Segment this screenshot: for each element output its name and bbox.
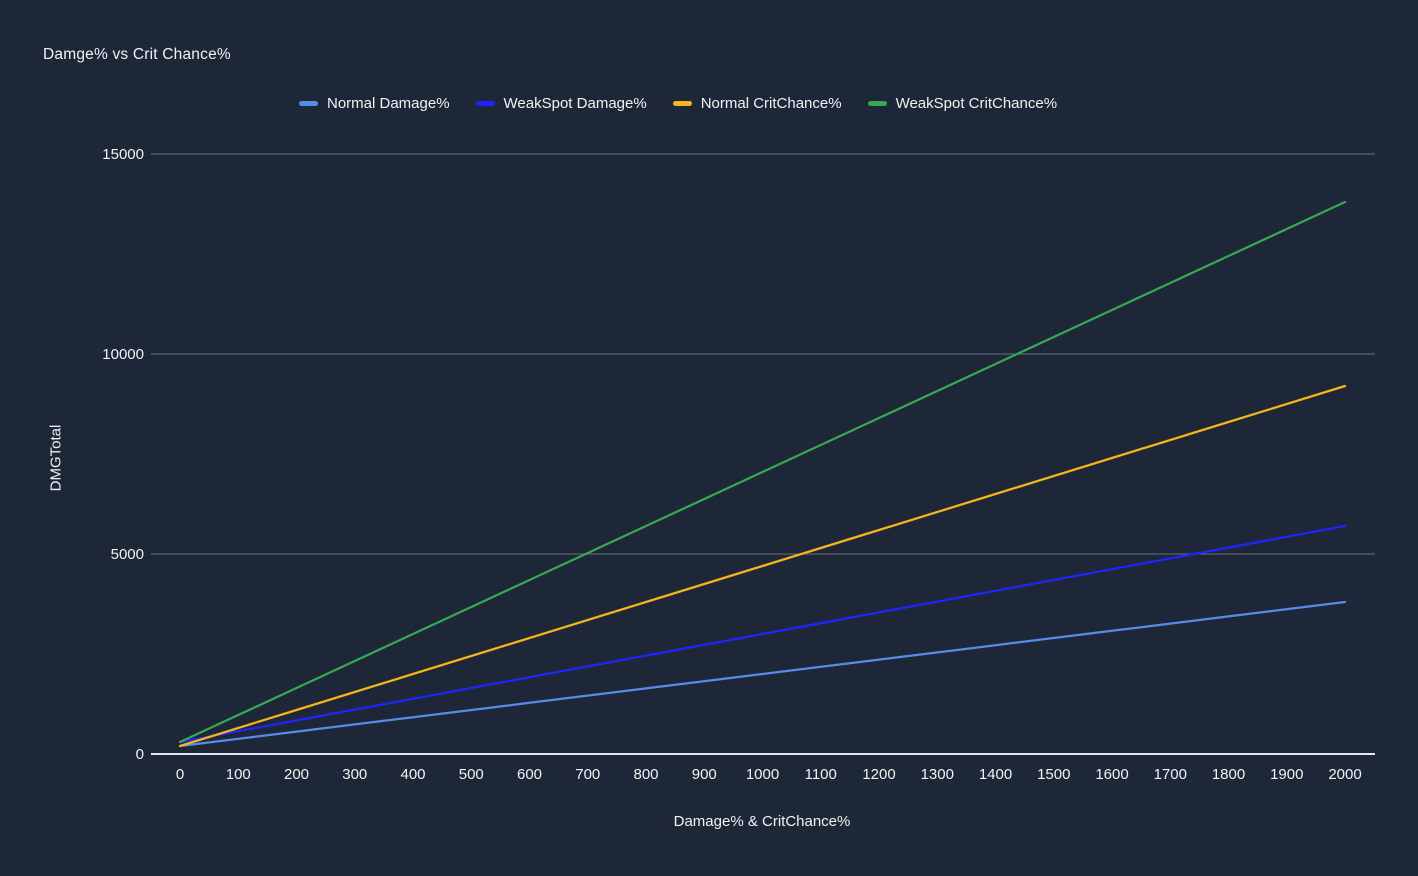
legend-label: WeakSpot Damage% <box>503 95 647 112</box>
series-line <box>178 600 1347 748</box>
legend-label: Normal CritChance% <box>700 95 842 112</box>
chart-title: Damge% vs Crit Chance% <box>43 46 231 63</box>
legend-label: Normal Damage% <box>327 95 450 112</box>
x-tick-label: 0 <box>176 766 184 783</box>
legend-swatch-icon <box>672 101 692 106</box>
x-tick-label: 400 <box>400 766 425 783</box>
series-line <box>178 200 1347 744</box>
legend-swatch-icon <box>299 101 318 106</box>
y-tick-label: 5000 <box>111 546 144 563</box>
y-tick-label: 0 <box>136 746 144 763</box>
legend-item[interactable]: Normal Damage% <box>299 95 450 112</box>
x-tick-label: 100 <box>226 766 251 783</box>
x-tick-label: 1400 <box>979 766 1012 783</box>
legend-item[interactable]: WeakSpot CritChance% <box>867 95 1058 112</box>
x-tick-label: 1000 <box>746 766 779 783</box>
x-tick-label: 200 <box>284 766 309 783</box>
legend-item[interactable]: WeakSpot Damage% <box>475 95 647 112</box>
legend-label: WeakSpot CritChance% <box>895 95 1058 112</box>
x-tick-label: 1700 <box>1154 766 1187 783</box>
legend-swatch-icon <box>867 101 887 106</box>
x-tick-label: 1300 <box>921 766 954 783</box>
x-tick-label: 1800 <box>1212 766 1245 783</box>
y-tick-label: 15000 <box>102 146 144 163</box>
x-tick-label: 1200 <box>862 766 895 783</box>
x-tick-label: 2000 <box>1328 766 1361 783</box>
y-tick-label: 10000 <box>102 346 144 363</box>
x-tick-label: 600 <box>517 766 542 783</box>
x-tick-label: 800 <box>633 766 658 783</box>
x-tick-label: 1100 <box>805 766 837 783</box>
x-tick-label: 500 <box>459 766 484 783</box>
x-axis-title: Damage% & CritChance% <box>673 813 851 830</box>
series-line <box>178 524 1347 744</box>
x-tick-label: 1500 <box>1037 766 1070 783</box>
x-tick-label: 1600 <box>1095 766 1128 783</box>
legend-swatch-icon <box>475 101 495 106</box>
series-line <box>178 384 1347 748</box>
legend-item[interactable]: Normal CritChance% <box>672 95 842 112</box>
x-tick-label: 300 <box>342 766 367 783</box>
x-tick-label: 900 <box>692 766 717 783</box>
legend: Normal Damage% WeakSpot Damage% Normal Cri… <box>299 95 1057 112</box>
x-tick-label: 700 <box>575 766 600 783</box>
x-tick-label: 1900 <box>1270 766 1303 783</box>
